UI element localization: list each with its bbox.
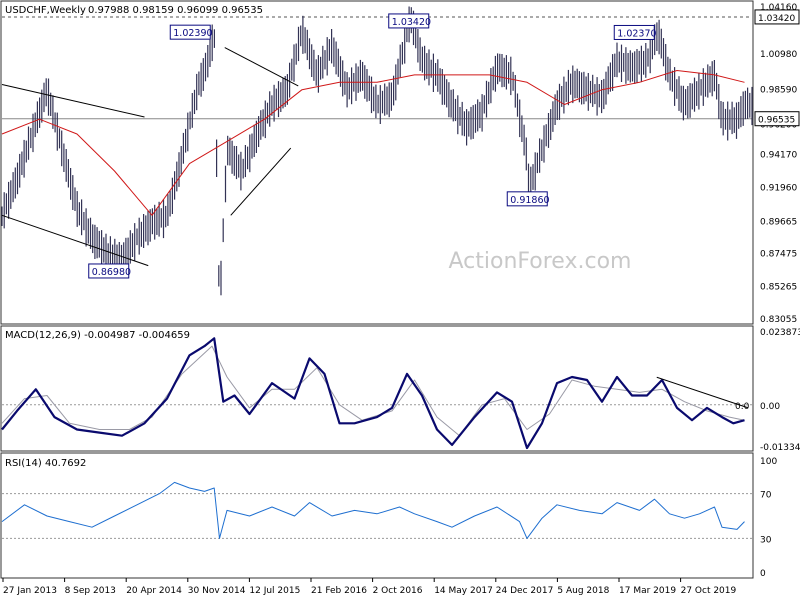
macd-line: [1, 337, 745, 450]
price-annotation-box: [169, 24, 211, 40]
price-annotation-box: [88, 263, 130, 279]
rsi-y-tick-label: 0: [760, 569, 766, 579]
price-annotation-box: [506, 191, 548, 207]
x-axis-label: 27 Oct 2019: [681, 586, 737, 596]
price-annotation-label: 1.03420: [392, 17, 431, 28]
macd-y-tick-label: -0.013346: [760, 443, 800, 453]
rsi-y-tick-label: 100: [760, 457, 777, 467]
macd-trendline: [656, 376, 749, 409]
macd-panel-title: MACD(12,26,9) -0.004987 -0.004659: [5, 330, 190, 341]
price-y-tick-label: 0.87475: [760, 250, 797, 260]
price-annotation-box: [613, 24, 655, 40]
price-layer: 1.02390 1.03420 0.91860 1.02370 0.86980: [1, 6, 753, 296]
last-price-tag: [754, 111, 800, 127]
axis-layer: 1.041601.009800.985900.962000.941700.919…: [2, 3, 800, 596]
x-axis-label: 24 Dec 2017: [496, 586, 554, 596]
macd-zero-label: 0.0: [735, 402, 750, 412]
rsi-layer: [1, 481, 752, 539]
x-axis-label: 20 Apr 2014: [126, 586, 182, 596]
price-trendline: [224, 47, 299, 87]
x-axis-label: 27 Jan 2013: [3, 586, 57, 596]
watermark: ActionForex.com: [449, 249, 632, 274]
x-axis-label: 17 Mar 2019: [619, 586, 676, 596]
price-y-tick-label: 1.04160: [760, 3, 797, 13]
price-y-tick-label: 0.89665: [760, 217, 797, 227]
price-y-tick-label: 0.83055: [760, 315, 797, 325]
macd-y-tick-label: 0.023873: [760, 328, 800, 338]
price-trendline: [1, 214, 149, 267]
high-level-tag: [754, 9, 800, 25]
x-axis-label: 21 Feb 2016: [311, 586, 367, 596]
price-trendline: [230, 147, 292, 216]
price-annotation-label: 0.86980: [92, 267, 131, 278]
price-annotation-box: [388, 13, 430, 29]
price-y-tick-label: 0.91960: [760, 183, 797, 193]
moving-average-line: [1, 70, 745, 216]
rsi-line: [1, 481, 745, 539]
x-axis-label: 12 Jul 2015: [249, 586, 300, 596]
price-panel-frame: [0, 0, 754, 325]
price-y-tick-label: 1.00980: [760, 50, 797, 60]
high-level-label: 1.03420: [758, 14, 795, 24]
rsi-panel-title: RSI(14) 40.7692: [5, 458, 86, 469]
x-axis-label: 8 Sep 2013: [65, 586, 116, 596]
macd-signal-line: [1, 345, 745, 437]
last-price-label: 0.96535: [758, 116, 795, 126]
price-annotation-label: 0.91860: [510, 195, 549, 206]
x-axis-label: 2 Oct 2016: [373, 586, 423, 596]
x-axis-label: 14 May 2017: [434, 586, 493, 596]
price-y-tick-label: 0.85265: [760, 282, 797, 292]
rsi-panel-frame: [0, 452, 754, 579]
rsi-y-tick-label: 30: [760, 535, 772, 545]
macd-y-tick-label: 0.00: [760, 402, 780, 412]
price-panel-title: USDCHF,Weekly: [5, 5, 86, 16]
macd-layer: 0.0: [1, 337, 752, 450]
price-y-tick-label: 0.94170: [760, 151, 797, 161]
price-trendline: [1, 84, 145, 118]
price-ohlc-readout: 0.97988 0.98159 0.96099 0.96535: [88, 5, 263, 16]
x-axis-label: 5 Aug 2018: [557, 586, 609, 596]
price-annotation-label: 1.02370: [617, 28, 656, 39]
price-annotation-label: 1.02390: [173, 28, 212, 39]
x-axis-label: 30 Nov 2014: [188, 586, 246, 596]
price-y-tick-label: 0.98590: [760, 85, 797, 95]
macd-panel-frame: [0, 325, 754, 452]
rsi-y-tick-label: 70: [760, 491, 772, 501]
